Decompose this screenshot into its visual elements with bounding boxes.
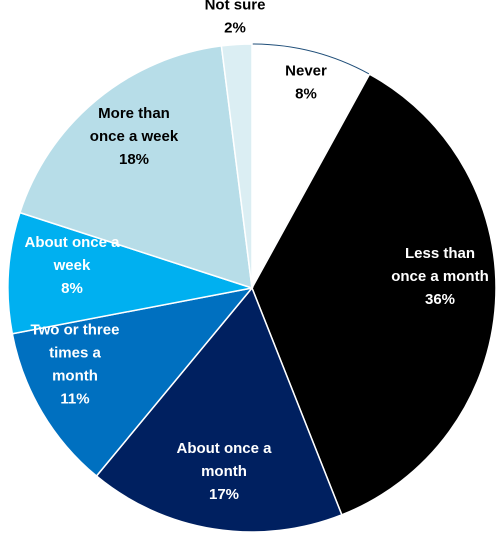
pie-slice-label-7: Not sure 2% xyxy=(205,0,266,37)
pie-slice-label-4: Two or three times a month 11% xyxy=(31,322,120,408)
slice-category-label: once a week xyxy=(90,128,179,145)
pie-slice-5 xyxy=(7,211,253,335)
slice-category-label: month xyxy=(52,368,98,385)
slice-category-label: week xyxy=(53,257,91,274)
slice-category-label: About once a xyxy=(24,234,120,251)
slice-category-label: once a month xyxy=(391,268,489,285)
slice-category-label: Never xyxy=(285,63,327,80)
slice-value-label: 36% xyxy=(425,291,455,308)
pie-slice-7 xyxy=(220,43,253,289)
slice-value-label: 17% xyxy=(209,486,239,503)
slice-category-label: times a xyxy=(49,345,101,362)
pie-slice-1 xyxy=(251,43,371,289)
slice-value-label: 18% xyxy=(119,151,149,168)
pie-slice-4 xyxy=(11,286,254,478)
slice-category-label: Two or three xyxy=(31,322,120,339)
slice-category-label: Not sure xyxy=(205,0,266,14)
slice-category-label: month xyxy=(201,463,247,480)
pie-slice-label-5: About once a week 8% xyxy=(24,234,120,297)
pie-slice-label-1: Never 8% xyxy=(285,63,327,103)
pie-slice-label-3: About once a month 17% xyxy=(176,440,272,503)
slice-category-label: More than xyxy=(98,105,170,122)
slice-category-label: About once a xyxy=(176,440,272,457)
slice-value-label: 2% xyxy=(224,20,246,37)
pie-slice-2 xyxy=(251,73,497,516)
pie-slice-label-2: Less than once a month 36% xyxy=(391,245,489,308)
slice-value-label: 8% xyxy=(295,86,317,103)
slice-category-label: Less than xyxy=(405,245,475,262)
pie-slice-6 xyxy=(18,45,253,290)
pie-slice-3 xyxy=(95,286,343,533)
pie-labels: Never 8% Less than once a month 36% About onc… xyxy=(24,0,488,503)
pie-slice-label-6: More than once a week 18% xyxy=(90,105,179,168)
slice-value-label: 11% xyxy=(60,391,89,408)
pie-slices xyxy=(7,43,497,533)
slice-value-label: 8% xyxy=(61,280,83,297)
